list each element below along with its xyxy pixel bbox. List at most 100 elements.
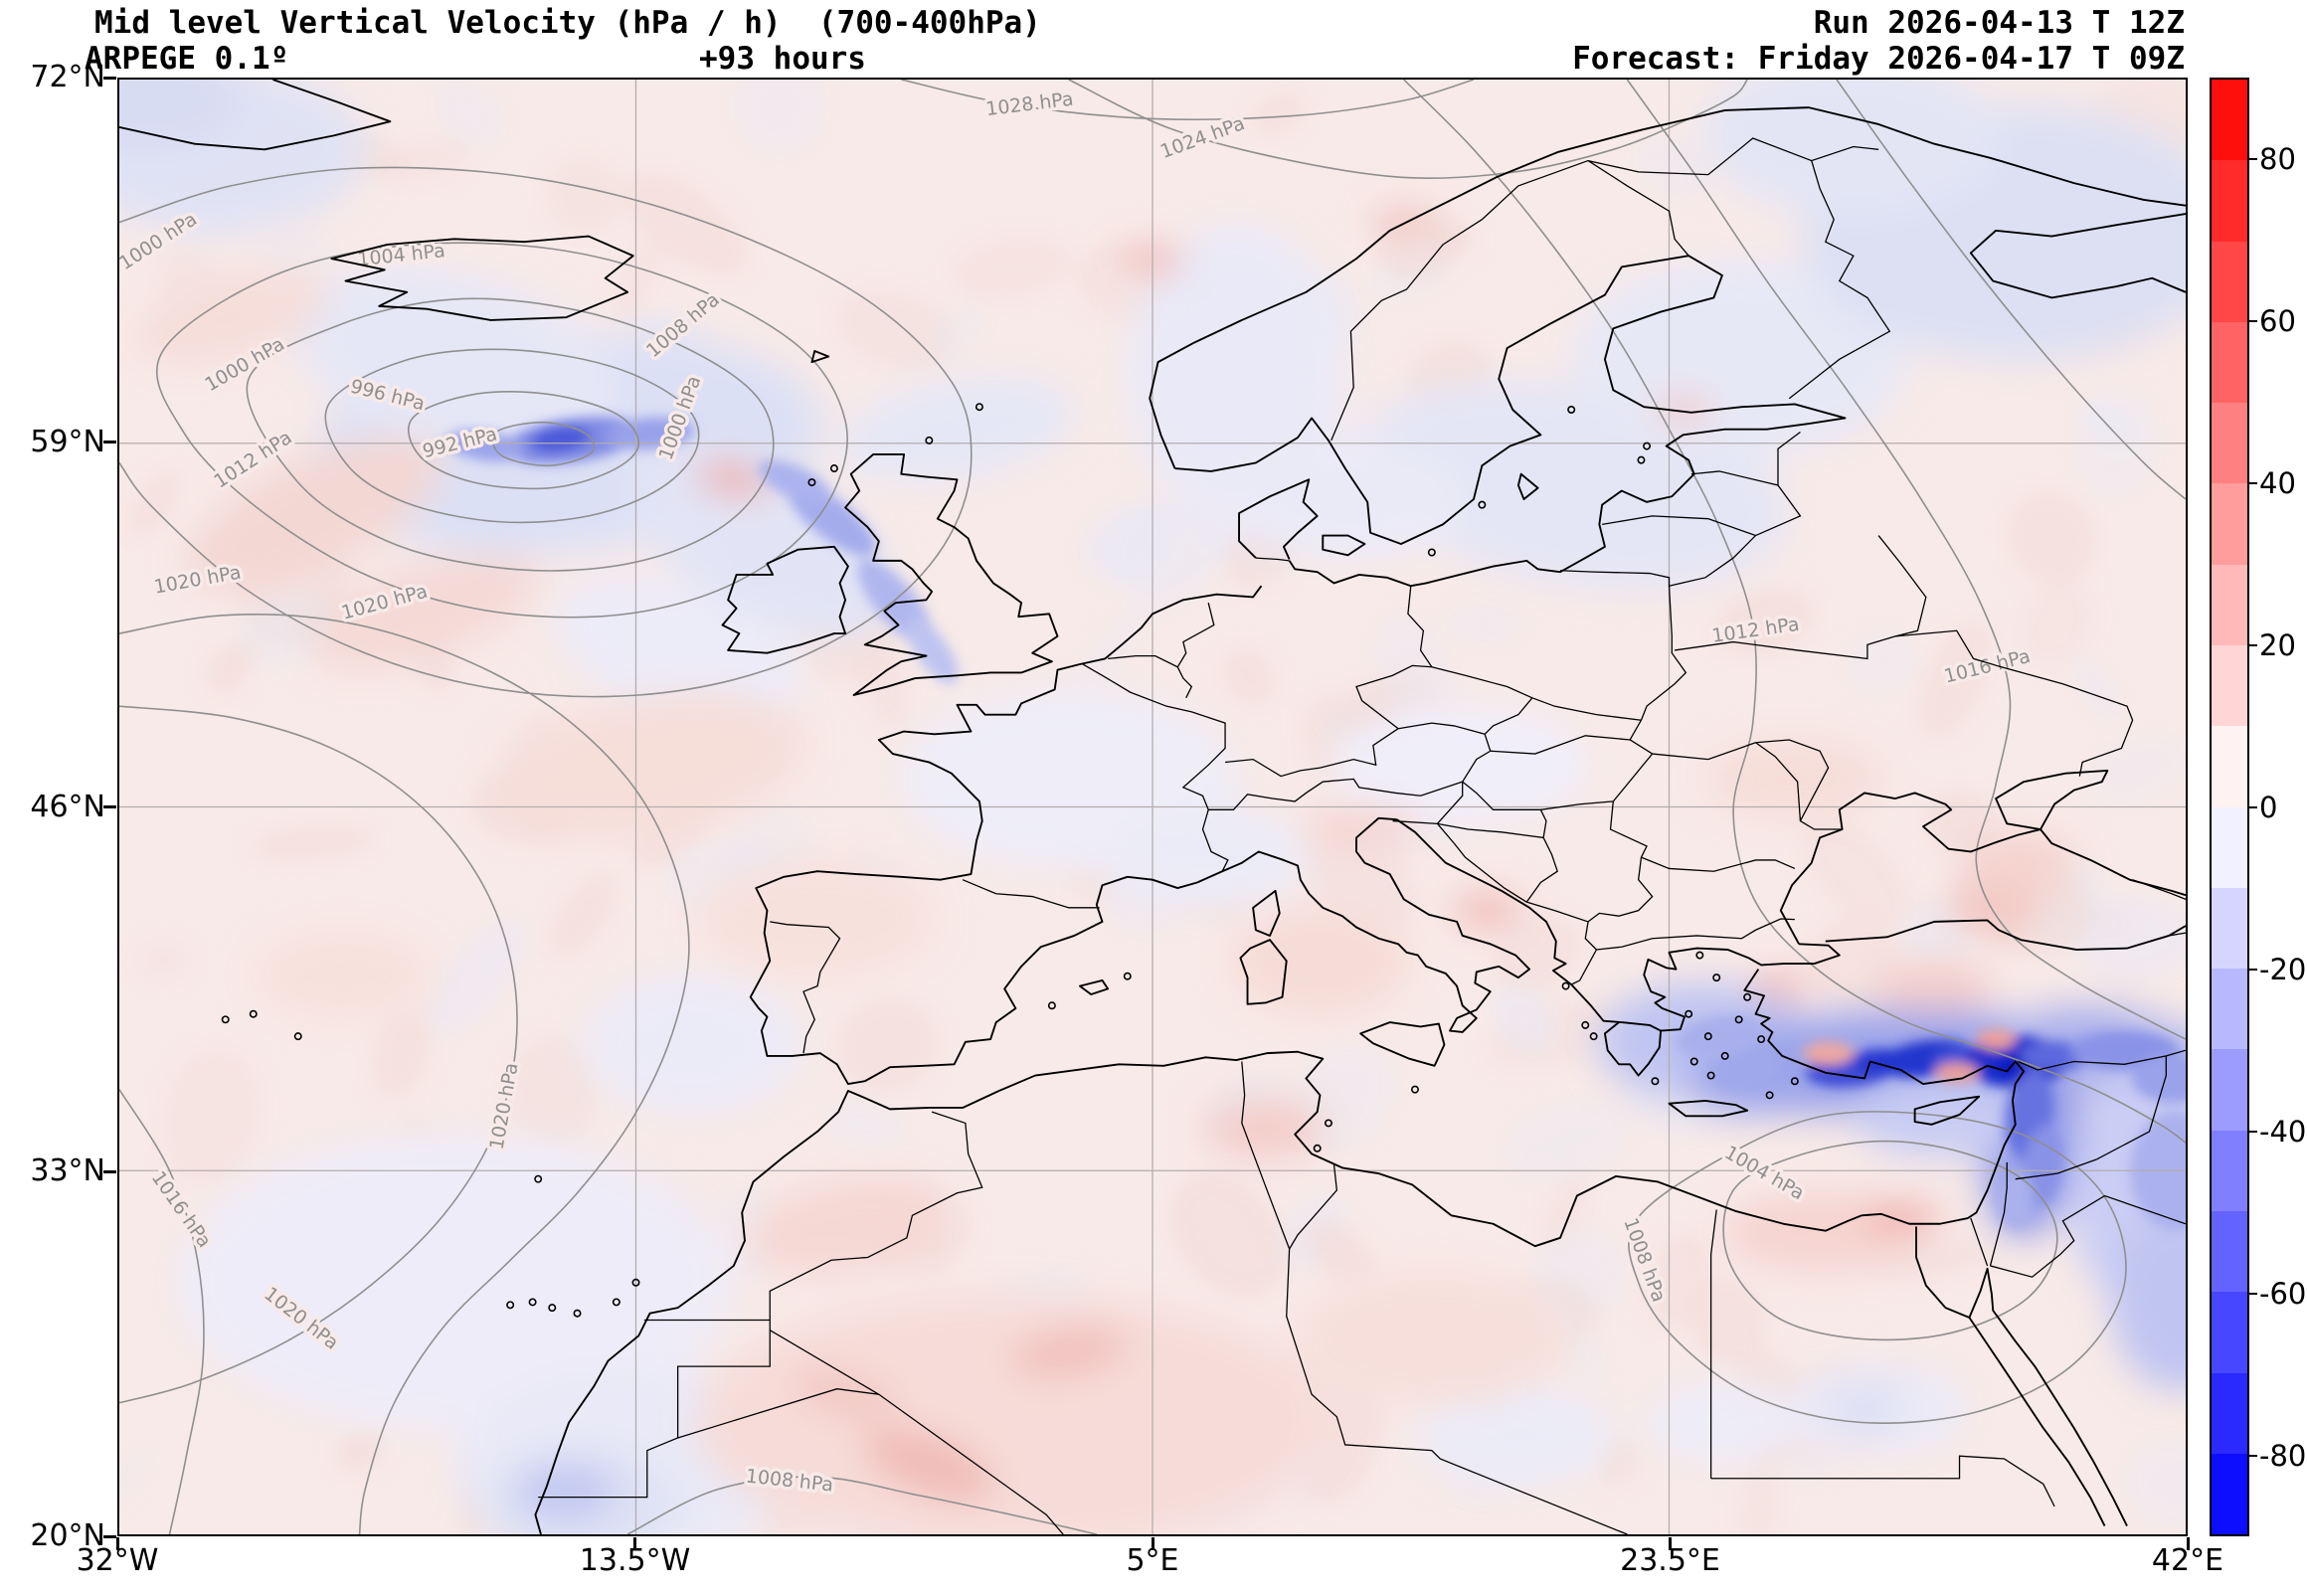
border-path: [769, 1111, 983, 1321]
island-speck: [221, 1015, 230, 1024]
shading-blob: [1874, 961, 1995, 1011]
island-speck: [1324, 1119, 1332, 1128]
colorbar-tick-label: 60: [2259, 303, 2296, 338]
shading-blob: [1801, 818, 1912, 930]
island-speck: [1589, 1032, 1598, 1041]
island-speck: [1123, 972, 1132, 980]
y-tick-label: 46°N: [30, 789, 105, 824]
border-path: [1462, 734, 1492, 783]
coastline-path: [1174, 255, 1847, 588]
shading-blob: [263, 233, 331, 281]
shading-blob: [134, 270, 328, 364]
shading-blob: [2110, 1212, 2186, 1392]
coastline-path: [1743, 969, 2026, 1219]
shading-blob: [1503, 1102, 1629, 1181]
colorbar-segment: [2212, 1292, 2247, 1373]
y-axis-tick: [103, 1534, 116, 1538]
shading-blob: [1853, 1077, 2033, 1157]
shading-blob: [250, 825, 376, 861]
shading-blob: [545, 156, 625, 235]
coastline-path: [330, 235, 634, 321]
shading-blob: [1453, 894, 1522, 927]
border-path: [677, 1388, 879, 1439]
coastline-path: [749, 585, 1531, 1085]
border-path: [1289, 1164, 1338, 1250]
island-speck: [1427, 548, 1436, 557]
chart-title: Mid level Vertical Velocity (hPa / h) (7…: [94, 5, 1041, 41]
border-path: [1398, 722, 1486, 735]
shading-blob: [1305, 1219, 1373, 1285]
border-path: [1436, 822, 1527, 903]
border-path: [1331, 159, 1589, 442]
colorbar-tick: [2249, 157, 2257, 160]
shading-blob: [1825, 1388, 1904, 1429]
contour-line: [1722, 1140, 2058, 1341]
y-axis-tick: [103, 441, 116, 444]
shading-blob: [2132, 1053, 2186, 1104]
shading-blob: [1079, 503, 1172, 582]
coastline-path: [1995, 769, 2109, 830]
island-speck: [612, 1298, 621, 1307]
colorbar-tick-label: -40: [2259, 1114, 2307, 1149]
island-speck: [528, 1298, 537, 1307]
colorbar-segment: [2212, 644, 2247, 727]
shading-blob: [1444, 605, 1524, 643]
shading-blob: [734, 80, 826, 155]
x-axis-tick: [115, 1537, 119, 1550]
border-path: [1755, 742, 1843, 830]
shading-blob: [582, 975, 801, 1115]
shading-blob: [186, 436, 444, 591]
border-path: [1208, 778, 1463, 810]
shading-blob: [1752, 973, 1809, 999]
y-tick-label: 20°N: [30, 1518, 105, 1553]
shading-blob: [1645, 1231, 1710, 1329]
shading-blob: [605, 417, 695, 450]
shading-blob: [950, 235, 1073, 301]
shading-blob: [747, 1179, 944, 1275]
contour-line: [1626, 80, 2186, 1040]
island-speck: [1765, 1091, 1774, 1100]
x-axis-tick: [2186, 1537, 2190, 1550]
shading-blob: [2019, 580, 2095, 668]
colorbar-segment: [2212, 80, 2247, 161]
contour-line: [1403, 80, 2186, 1144]
border-path: [1559, 570, 1687, 721]
x-axis-tick: [633, 1537, 636, 1550]
shading-blob: [1293, 1269, 1571, 1408]
forecast-valid-label: Forecast: Friday 2026-04-17 T 09Z: [1572, 41, 2185, 77]
shading-blob: [426, 919, 527, 1035]
small-islands: [221, 403, 1799, 1318]
border-path: [1710, 1455, 2055, 1507]
island-speck: [807, 478, 816, 487]
shading-blob: [119, 1449, 154, 1519]
island-speck: [1695, 951, 1704, 960]
coastline-path: [1322, 534, 1366, 557]
shading-blob: [1846, 631, 1918, 694]
shading-blob: [159, 1046, 262, 1186]
colorbar-tick: [2249, 1292, 2257, 1295]
border-path: [1709, 1209, 1717, 1479]
shading-blob: [1492, 983, 1556, 1053]
coastline-path: [1779, 792, 2186, 945]
shading-blob: [1416, 1386, 1615, 1487]
colorbar-segment: [2212, 1210, 2247, 1293]
border-path: [1554, 910, 1598, 985]
island-speck: [1720, 1051, 1729, 1060]
shading-blob: [905, 616, 959, 684]
island-speck: [975, 403, 983, 412]
border-path: [1970, 1217, 1989, 1267]
coastline-path: [1643, 943, 1841, 1032]
shading-blob: [862, 1427, 995, 1502]
shading-blob: [835, 997, 940, 1094]
border-path: [1777, 432, 1801, 485]
island-speck: [1689, 1057, 1698, 1066]
contour-line: [1628, 1111, 2127, 1424]
colorbar-segment: [2212, 483, 2247, 565]
island-speck: [1581, 1020, 1590, 1029]
y-axis-tick: [103, 805, 116, 808]
border-path: [1490, 735, 1631, 755]
coastline-path: [534, 1050, 1969, 1534]
shading-blob: [1009, 1326, 1128, 1379]
border-path: [1286, 1248, 1628, 1534]
